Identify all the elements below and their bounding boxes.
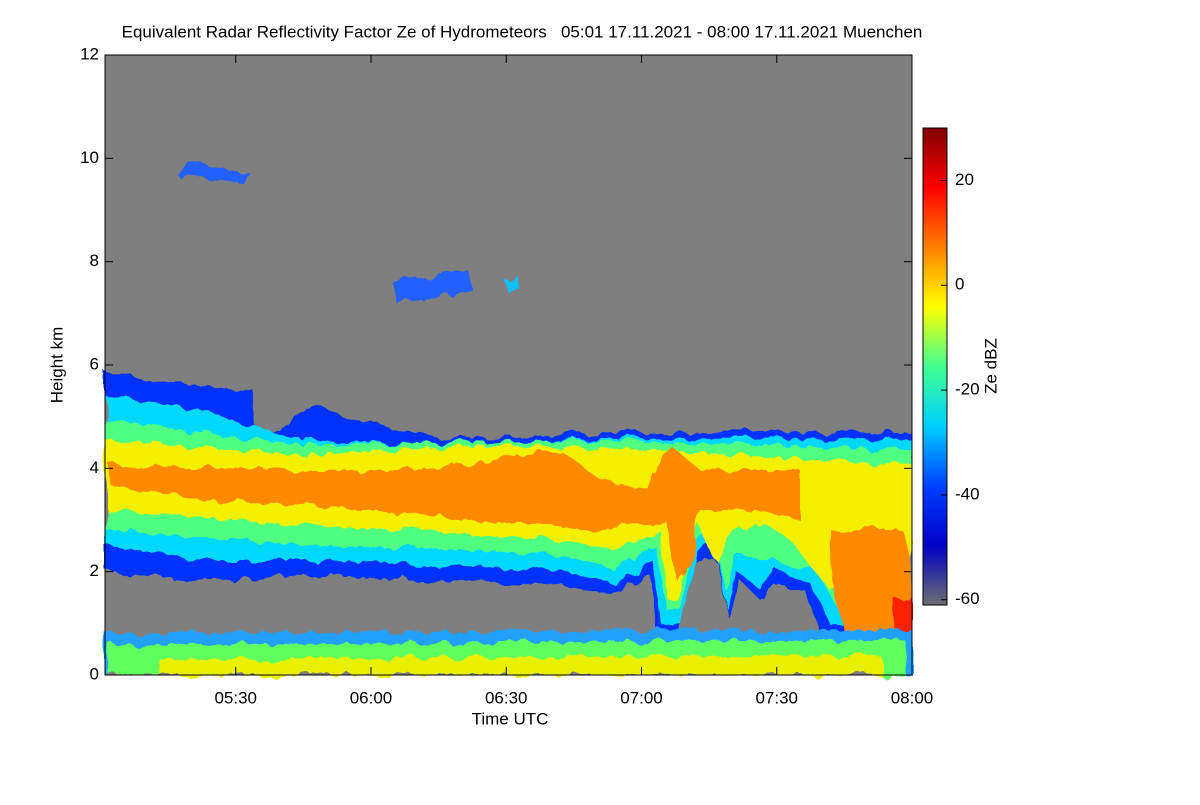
colorbar-tick-label: -20 <box>955 380 980 399</box>
y-tick-label: 4 <box>90 458 99 477</box>
y-tick-label: 2 <box>90 561 99 580</box>
y-tick-label: 8 <box>90 251 99 270</box>
y-tick-label: 0 <box>90 664 99 683</box>
chart-title: Equivalent Radar Reflectivity Factor Ze … <box>122 22 923 41</box>
y-tick-label: 10 <box>80 148 99 167</box>
x-tick-label: 07:00 <box>620 688 663 707</box>
colorbar-tick-label: 20 <box>955 170 974 189</box>
x-tick-label: 08:00 <box>891 688 934 707</box>
x-axis-label: Time UTC <box>472 709 549 728</box>
y-tick-label: 6 <box>90 354 99 373</box>
x-tick-label: 07:30 <box>755 688 798 707</box>
x-tick-label: 06:30 <box>485 688 528 707</box>
y-axis-label: Height km <box>47 327 66 404</box>
radar-echo <box>105 163 912 675</box>
colorbar <box>922 127 948 606</box>
colorbar-tick-label: 0 <box>955 275 964 294</box>
colorbar-tick-label: -60 <box>955 589 980 608</box>
colorbar-tick-label: -40 <box>955 484 980 503</box>
x-tick-label: 06:00 <box>350 688 393 707</box>
x-tick-label: 05:30 <box>214 688 257 707</box>
colorbar-label: Ze dBZ <box>981 338 1000 394</box>
y-tick-label: 12 <box>80 44 99 63</box>
